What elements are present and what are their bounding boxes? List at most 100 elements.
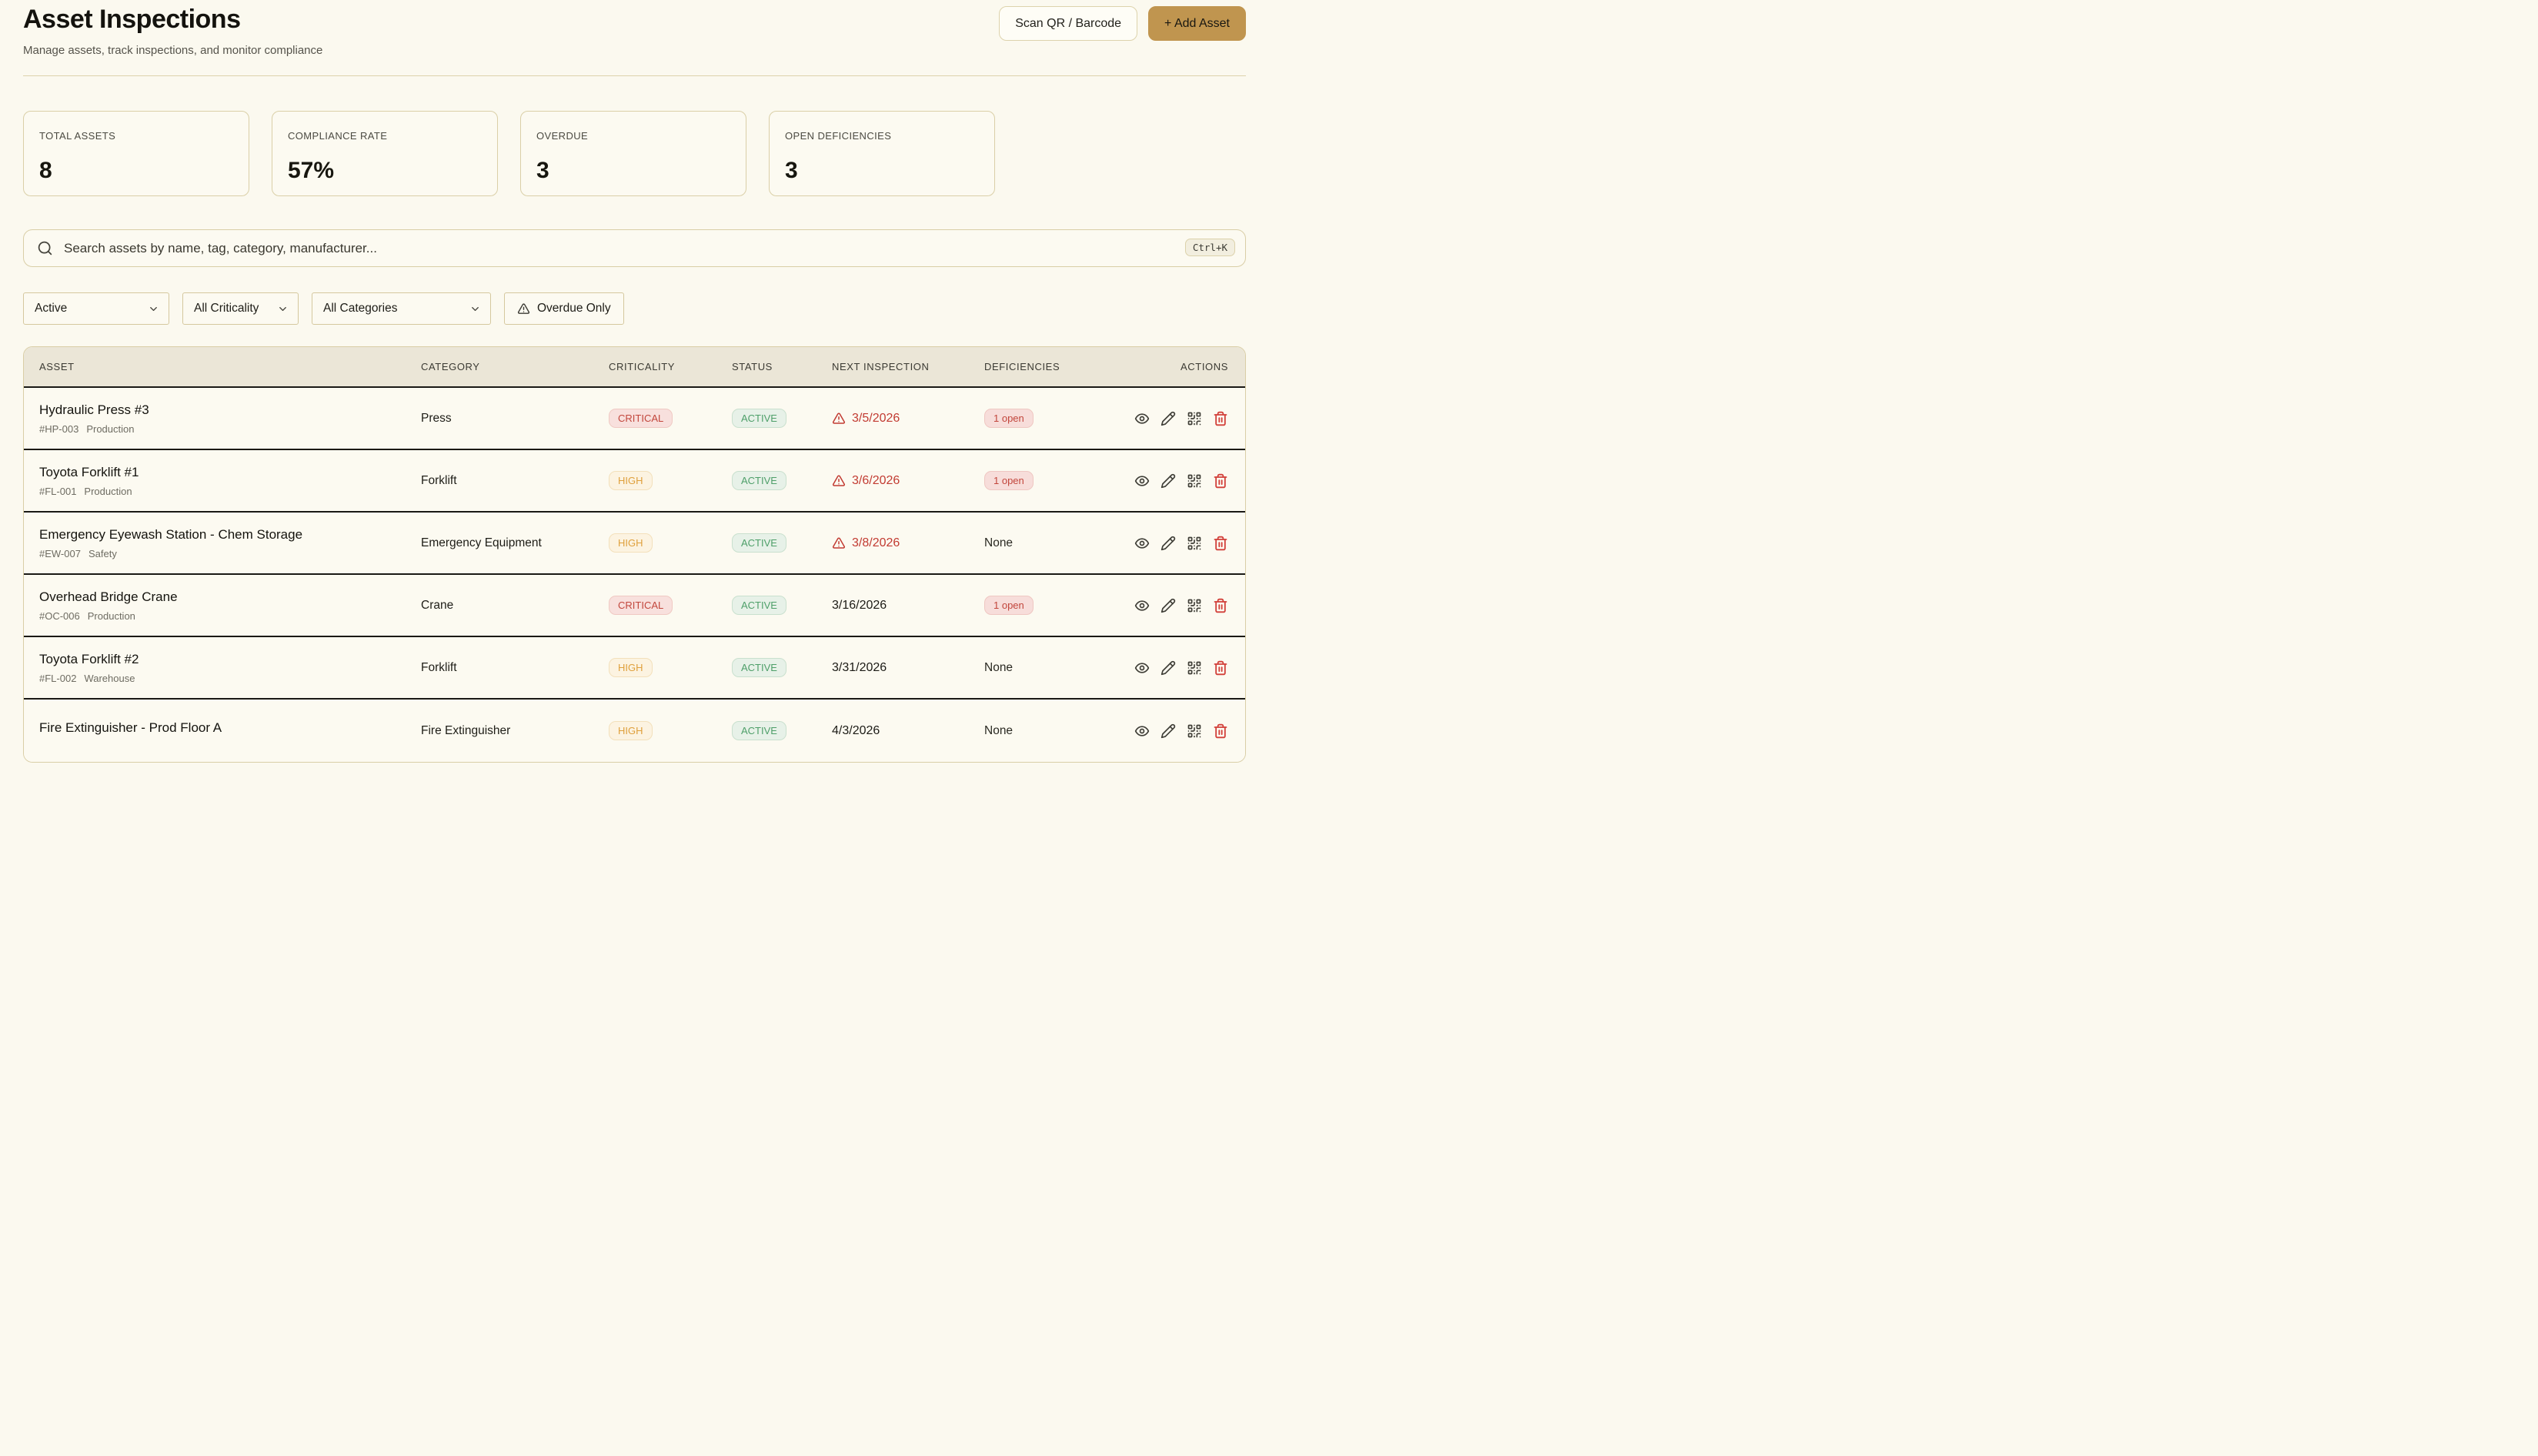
column-header-actions: ACTIONS [1181, 361, 1228, 372]
deficiencies-cell: None [969, 661, 1100, 675]
view-asset-button[interactable] [1134, 598, 1150, 613]
edit-asset-button[interactable] [1160, 723, 1176, 739]
criticality-badge: HIGH [609, 533, 653, 553]
criticality-cell: CRITICAL [593, 409, 716, 428]
keyboard-shortcut-badge: Ctrl+K [1184, 239, 1235, 256]
table-row: Overhead Bridge Crane #OC-006 Production… [24, 575, 1245, 637]
next-inspection-date: 3/16/2026 [832, 598, 887, 612]
edit-asset-button[interactable] [1160, 536, 1176, 551]
asset-location: Warehouse [84, 672, 135, 684]
status-badge: ACTIVE [732, 409, 786, 428]
asset-name: Toyota Forklift #1 [39, 464, 139, 479]
status-cell: ACTIVE [716, 471, 817, 490]
search-input[interactable] [23, 229, 1246, 267]
asset-cell: Emergency Eyewash Station - Chem Storage… [24, 527, 406, 559]
qr-code-icon [1187, 474, 1201, 487]
qr-code-button[interactable] [1187, 411, 1202, 426]
trash-icon [1214, 660, 1227, 675]
pencil-icon [1160, 598, 1176, 613]
trash-icon [1214, 536, 1227, 550]
qr-code-button[interactable] [1187, 473, 1202, 489]
pencil-icon [1160, 473, 1176, 488]
search-bar: Ctrl+K [23, 229, 1246, 267]
deficiencies-cell: 1 open [969, 596, 1100, 615]
delete-asset-button[interactable] [1213, 473, 1228, 489]
next-inspection-cell: 3/5/2026 [817, 412, 969, 426]
qr-code-icon [1187, 412, 1201, 425]
page-subtitle: Manage assets, track inspections, and mo… [23, 44, 323, 57]
delete-asset-button[interactable] [1213, 723, 1228, 739]
status-cell: ACTIVE [716, 533, 817, 553]
category-cell: Press [421, 411, 452, 425]
deficiencies-badge: 1 open [984, 596, 1034, 615]
edit-asset-button[interactable] [1160, 598, 1176, 613]
criticality-badge: HIGH [609, 721, 653, 740]
scan-qr-barcode-button[interactable]: Scan QR / Barcode [999, 6, 1138, 41]
qr-code-button[interactable] [1187, 723, 1202, 739]
status-badge: ACTIVE [732, 658, 786, 677]
asset-subtext: #FL-002 Warehouse [39, 673, 406, 684]
warning-triangle-icon [832, 412, 846, 424]
criticality-filter-select[interactable]: All Criticality [182, 292, 299, 325]
stat-card-total-assets: TOTAL ASSETS 8 [23, 111, 249, 196]
asset-cell: Overhead Bridge Crane #OC-006 Production [24, 589, 406, 622]
eye-icon [1134, 725, 1150, 736]
asset-name: Hydraulic Press #3 [39, 402, 149, 417]
status-filter-select[interactable]: Active [23, 292, 169, 325]
column-header-next-inspection: NEXT INSPECTION [832, 361, 930, 372]
column-header-category: CATEGORY [421, 361, 480, 372]
asset-inspections-page: Asset Inspections Manage assets, track i… [0, 0, 1269, 763]
edit-asset-button[interactable] [1160, 660, 1176, 676]
criticality-cell: HIGH [593, 533, 716, 553]
deficiencies-cell: None [969, 724, 1100, 738]
asset-location: Production [87, 609, 135, 622]
next-inspection-date: 3/5/2026 [852, 411, 900, 425]
status-filter-value: Active [35, 302, 68, 315]
asset-tag: #EW-007 [39, 547, 81, 559]
view-asset-button[interactable] [1134, 473, 1150, 489]
asset-subtext: #OC-006 Production [39, 610, 406, 622]
deficiencies-badge: 1 open [984, 471, 1034, 490]
pencil-icon [1160, 411, 1176, 426]
view-asset-button[interactable] [1134, 411, 1150, 426]
next-inspection-date: 3/8/2026 [852, 536, 900, 549]
view-asset-button[interactable] [1134, 660, 1150, 676]
asset-subtext: #HP-003 Production [39, 423, 406, 435]
delete-asset-button[interactable] [1213, 660, 1228, 676]
eye-icon [1134, 662, 1150, 673]
criticality-cell: HIGH [593, 721, 716, 740]
asset-location: Production [86, 422, 135, 435]
view-asset-button[interactable] [1134, 536, 1150, 551]
pencil-icon [1160, 660, 1176, 675]
qr-code-button[interactable] [1187, 536, 1202, 551]
table-row: Toyota Forklift #2 #FL-002 Warehouse For… [24, 637, 1245, 700]
asset-tag: #OC-006 [39, 609, 80, 622]
view-asset-button[interactable] [1134, 723, 1150, 739]
stat-label: OPEN DEFICIENCIES [785, 130, 892, 142]
category-filter-select[interactable]: All Categories [312, 292, 491, 325]
overdue-only-toggle[interactable]: Overdue Only [504, 292, 624, 325]
header-divider [23, 75, 1246, 76]
criticality-badge: HIGH [609, 658, 653, 677]
actions-cell [1100, 473, 1245, 489]
stats-row: TOTAL ASSETS 8 COMPLIANCE RATE 57% OVERD… [23, 111, 1246, 196]
filters-row: Active All Criticality All Categories Ov… [23, 292, 1246, 325]
qr-code-button[interactable] [1187, 660, 1202, 676]
page-header: Asset Inspections Manage assets, track i… [23, 5, 1246, 57]
add-asset-button[interactable]: + Add Asset [1148, 6, 1246, 41]
status-cell: ACTIVE [716, 409, 817, 428]
category-cell: Crane [421, 598, 454, 612]
warning-triangle-icon [832, 474, 846, 486]
asset-name: Fire Extinguisher - Prod Floor A [39, 720, 222, 735]
delete-asset-button[interactable] [1213, 536, 1228, 551]
stat-card-compliance-rate: COMPLIANCE RATE 57% [272, 111, 498, 196]
edit-asset-button[interactable] [1160, 473, 1176, 489]
qr-code-button[interactable] [1187, 598, 1202, 613]
delete-asset-button[interactable] [1213, 411, 1228, 426]
asset-tag: #FL-002 [39, 672, 77, 684]
deficiencies-cell: 1 open [969, 471, 1100, 490]
edit-asset-button[interactable] [1160, 411, 1176, 426]
delete-asset-button[interactable] [1213, 598, 1228, 613]
search-icon [38, 241, 52, 255]
actions-cell [1100, 723, 1245, 739]
